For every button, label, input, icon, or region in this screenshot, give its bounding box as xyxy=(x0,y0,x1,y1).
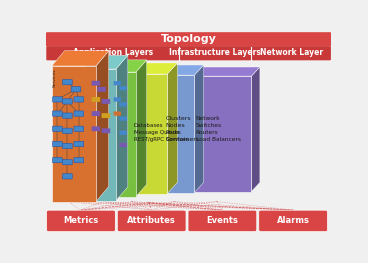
Text: Applications: Applications xyxy=(85,71,88,98)
Polygon shape xyxy=(251,67,260,191)
Text: Topology: Topology xyxy=(161,34,216,44)
FancyBboxPatch shape xyxy=(63,99,72,104)
FancyBboxPatch shape xyxy=(63,174,72,179)
Polygon shape xyxy=(110,72,136,197)
FancyBboxPatch shape xyxy=(102,128,110,133)
FancyBboxPatch shape xyxy=(102,113,110,118)
Text: Databases
Message Queues
REST/gRPC Services: Databases Message Queues REST/gRPC Servi… xyxy=(134,123,189,142)
Polygon shape xyxy=(190,76,251,191)
Text: Alarms: Alarms xyxy=(277,216,309,225)
FancyBboxPatch shape xyxy=(119,117,127,121)
Text: Infrastructure Layers: Infrastructure Layers xyxy=(169,48,261,57)
Text: Events: Events xyxy=(206,216,238,225)
FancyBboxPatch shape xyxy=(102,99,110,104)
Polygon shape xyxy=(167,63,177,194)
Polygon shape xyxy=(110,60,147,72)
FancyBboxPatch shape xyxy=(53,111,62,116)
Text: Middleware: Middleware xyxy=(112,74,116,99)
Text: Network: Network xyxy=(191,78,195,96)
Text: Network
Switches
Routers
Load Balancers: Network Switches Routers Load Balancers xyxy=(196,116,241,142)
FancyBboxPatch shape xyxy=(92,97,100,102)
FancyBboxPatch shape xyxy=(119,86,127,90)
FancyBboxPatch shape xyxy=(119,131,127,135)
FancyBboxPatch shape xyxy=(114,112,121,116)
FancyBboxPatch shape xyxy=(53,97,62,102)
Polygon shape xyxy=(132,63,177,74)
Text: Cloud: Cloud xyxy=(133,76,137,89)
Polygon shape xyxy=(162,65,204,75)
FancyBboxPatch shape xyxy=(74,111,84,116)
FancyBboxPatch shape xyxy=(114,81,121,85)
FancyBboxPatch shape xyxy=(74,126,84,132)
FancyBboxPatch shape xyxy=(92,111,100,116)
FancyBboxPatch shape xyxy=(63,113,72,118)
FancyBboxPatch shape xyxy=(188,210,257,232)
Text: Metrics: Metrics xyxy=(63,216,99,225)
Polygon shape xyxy=(116,55,128,201)
FancyBboxPatch shape xyxy=(259,210,328,232)
FancyBboxPatch shape xyxy=(53,158,62,163)
FancyBboxPatch shape xyxy=(63,79,72,85)
Polygon shape xyxy=(83,55,128,69)
Polygon shape xyxy=(52,66,96,202)
FancyBboxPatch shape xyxy=(53,141,62,146)
FancyBboxPatch shape xyxy=(47,210,115,232)
FancyBboxPatch shape xyxy=(74,141,84,146)
FancyBboxPatch shape xyxy=(63,128,72,133)
Polygon shape xyxy=(96,51,109,202)
FancyBboxPatch shape xyxy=(53,126,62,132)
FancyBboxPatch shape xyxy=(63,160,72,165)
Polygon shape xyxy=(132,74,167,194)
FancyBboxPatch shape xyxy=(119,143,127,147)
Text: Network Layer: Network Layer xyxy=(260,48,323,57)
Polygon shape xyxy=(83,69,116,201)
Polygon shape xyxy=(190,67,260,76)
FancyBboxPatch shape xyxy=(63,143,72,149)
Text: Attributes: Attributes xyxy=(127,216,176,225)
FancyBboxPatch shape xyxy=(97,87,106,92)
Polygon shape xyxy=(194,65,204,193)
FancyBboxPatch shape xyxy=(114,97,121,102)
FancyBboxPatch shape xyxy=(74,158,84,163)
FancyBboxPatch shape xyxy=(71,87,81,92)
FancyBboxPatch shape xyxy=(92,126,100,131)
FancyBboxPatch shape xyxy=(46,32,331,46)
FancyBboxPatch shape xyxy=(119,102,127,107)
FancyBboxPatch shape xyxy=(46,46,331,60)
FancyBboxPatch shape xyxy=(74,97,84,102)
FancyBboxPatch shape xyxy=(117,210,186,232)
Text: Application Layers: Application Layers xyxy=(73,48,153,57)
Text: Infrastructure: Infrastructure xyxy=(164,77,168,107)
FancyBboxPatch shape xyxy=(92,81,100,86)
Text: Services: Services xyxy=(53,68,57,87)
Polygon shape xyxy=(52,51,109,66)
Polygon shape xyxy=(136,60,147,197)
Text: Clusters
Nodes
Pods
Containers: Clusters Nodes Pods Containers xyxy=(165,116,199,142)
Polygon shape xyxy=(162,75,194,193)
